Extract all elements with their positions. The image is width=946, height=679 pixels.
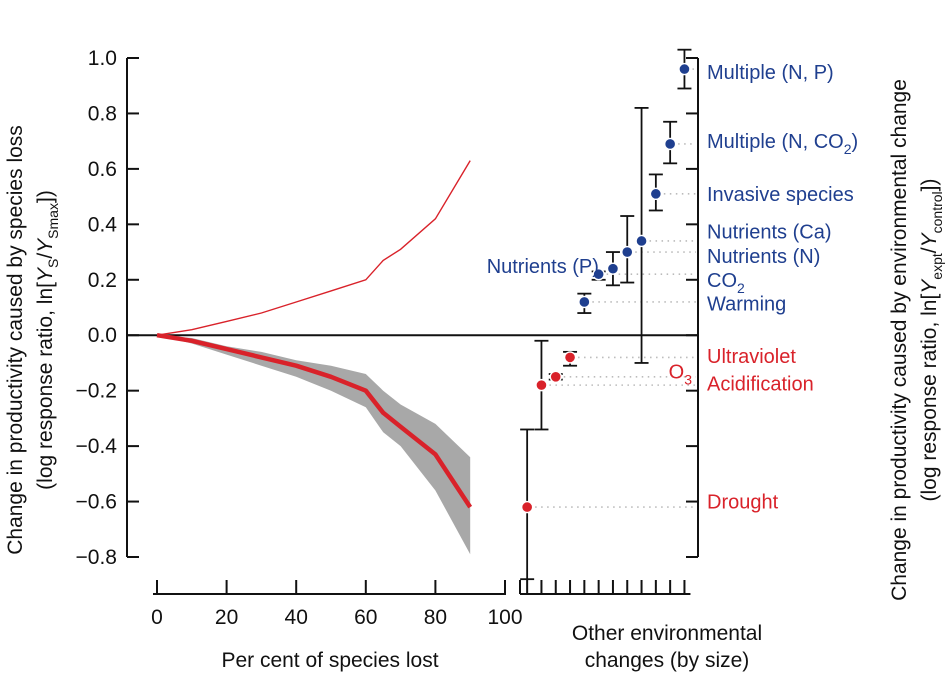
env-label: Multiple (N, P) (707, 62, 834, 84)
x-tick-label: 100 (487, 606, 522, 629)
y-tick-label: −0.8 (76, 546, 117, 569)
right-axis-title: Change in productivity caused by environ… (888, 79, 945, 601)
y-tick-label: −0.6 (76, 491, 117, 514)
x-tick-label: 20 (215, 606, 238, 629)
y-tick-label: −0.4 (76, 435, 118, 458)
data-point (592, 268, 605, 281)
data-point (621, 245, 634, 259)
y-tick-label: 0.6 (88, 158, 117, 181)
environmental-changes-layer (520, 48, 692, 581)
x-tick-label: 80 (424, 606, 447, 629)
data-point (535, 378, 548, 392)
series-line-positive (156, 160, 471, 336)
y-tick-label: 0.4 (88, 213, 118, 236)
env-label: O3 (669, 361, 693, 387)
x-tick-label: 40 (285, 606, 308, 629)
y-tick-label: 0.8 (88, 102, 117, 125)
env-label: Nutrients (P) (487, 256, 599, 278)
data-point (520, 500, 534, 514)
right-axis-title-line1: Change in productivity caused by environ… (888, 79, 911, 601)
y-tick-label: 1.0 (88, 47, 117, 70)
env-label: Warming (707, 293, 786, 315)
data-point (549, 370, 562, 384)
axes-layer (126, 57, 699, 595)
confidence-band-layer (157, 335, 471, 555)
env-label: Nutrients (Ca) (707, 221, 831, 243)
env-label: Nutrients (N) (707, 246, 820, 268)
env-label: Ultraviolet (707, 346, 796, 368)
x-tick-label: 0 (151, 606, 163, 629)
y-tick-label: 0.0 (88, 324, 117, 347)
x-tick-label: 60 (354, 606, 377, 629)
data-point (635, 234, 648, 248)
env-label: CO2 (707, 270, 745, 296)
y-tick-label: −0.2 (76, 380, 117, 403)
confidence-band (157, 335, 471, 555)
env-label: Acidification (707, 374, 814, 396)
data-point (649, 187, 663, 201)
left-axis-title: Change in productivity caused by species… (4, 125, 61, 555)
dotted-guide-layer (535, 68, 696, 508)
env-axis-title-line2: changes (by size) (585, 649, 750, 672)
text-layer: −0.8 −0.6 −0.4 −0.2 0.0 0.2 0.4 0.6 0.8 1.0 0 20 40 6… (4, 47, 945, 672)
data-point (606, 262, 620, 275)
left-axis-title-line1: Change in productivity caused by species… (4, 125, 27, 555)
y-tick-label: 0.2 (88, 269, 117, 292)
env-label: Invasive species (707, 184, 854, 206)
env-axis-title-line1: Other environmental (572, 622, 762, 645)
data-point (563, 351, 577, 364)
data-point (578, 295, 591, 309)
left-axis-title-line2: (log response ratio, ln[YS/YSmax]) (34, 190, 61, 490)
data-point (678, 62, 691, 76)
env-label: Drought (707, 492, 779, 514)
series-line-negative (156, 332, 473, 509)
right-axis-title-line2: (log response ratio, ln[Yexpt/Ycontrol]) (918, 179, 945, 502)
series-layer (156, 160, 473, 509)
data-point (663, 137, 677, 151)
env-label: Multiple (N, CO2) (707, 131, 858, 157)
x-axis-title: Per cent of species lost (221, 649, 438, 672)
